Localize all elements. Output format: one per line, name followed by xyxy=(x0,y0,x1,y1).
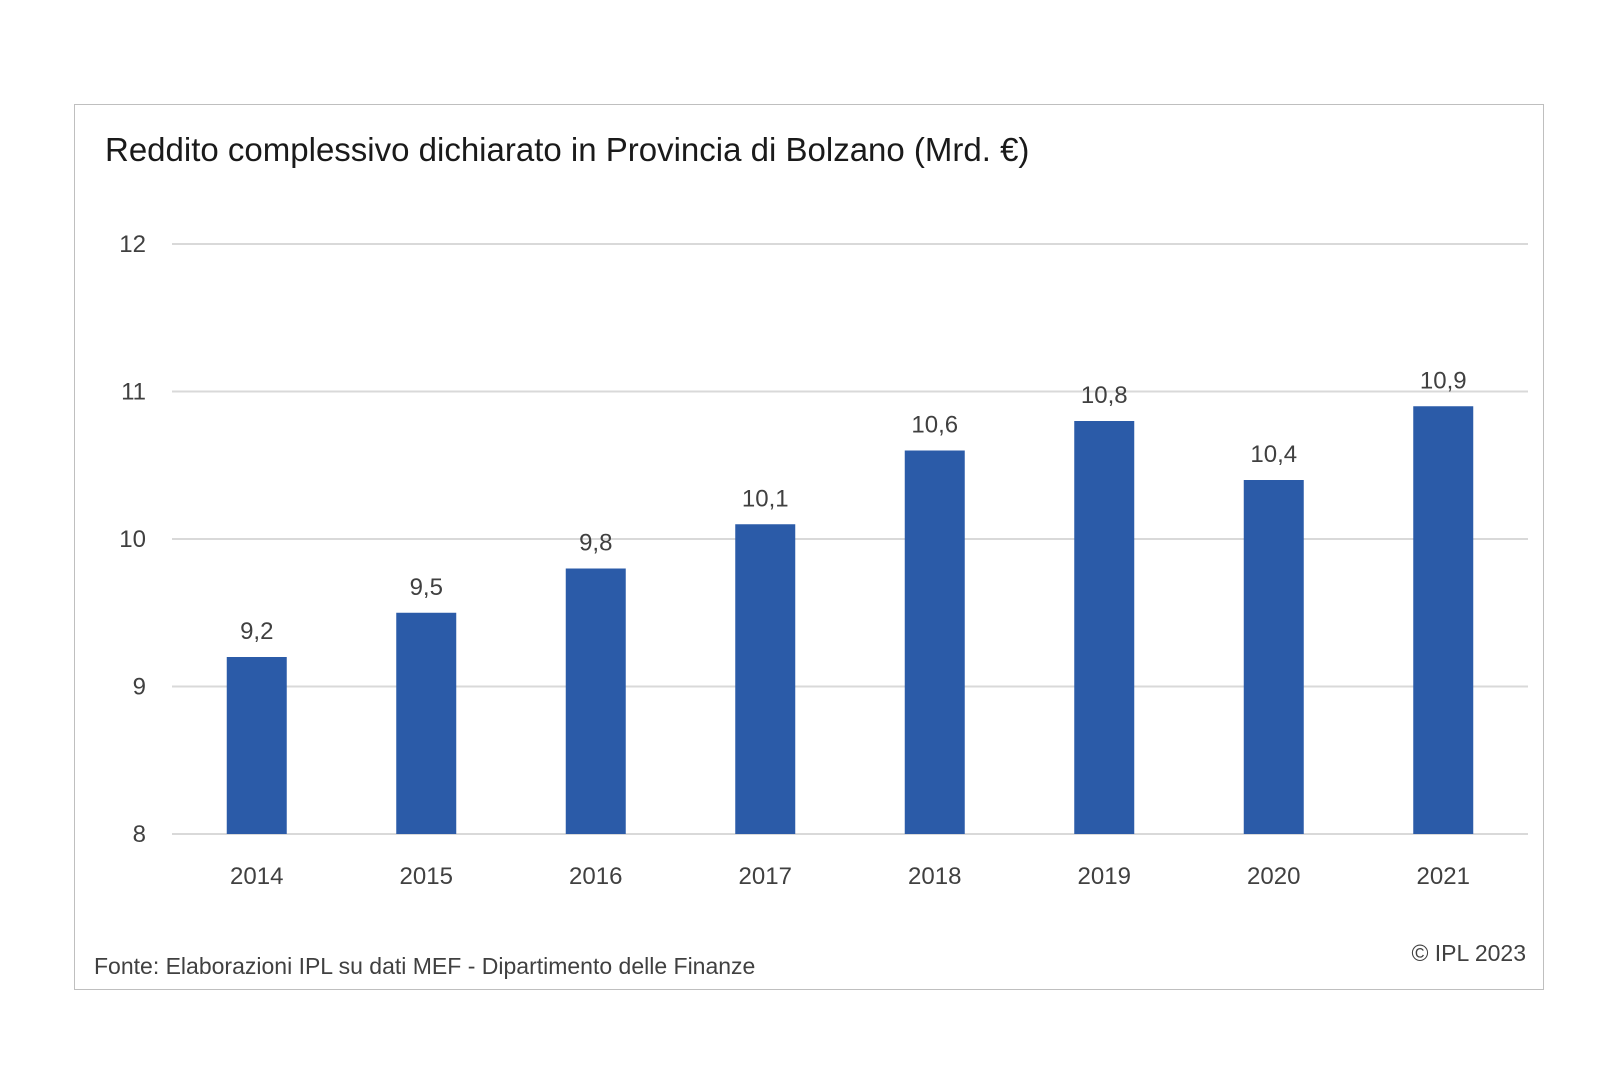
data-label: 10,8 xyxy=(1081,382,1128,409)
bar-2014 xyxy=(226,657,287,834)
data-label: 10,1 xyxy=(742,485,789,512)
bar-2021 xyxy=(1413,406,1474,834)
data-label: 9,2 xyxy=(240,618,273,645)
y-tick-label: 9 xyxy=(133,674,146,701)
chart-title: Reddito complessivo dichiarato in Provin… xyxy=(105,131,1030,168)
x-tick-label: 2019 xyxy=(1078,863,1131,890)
source-note: Fonte: Elaborazioni IPL su dati MEF - Di… xyxy=(94,953,756,979)
y-tick-label: 11 xyxy=(121,379,146,406)
gridlines xyxy=(172,243,1528,835)
bars xyxy=(226,406,1474,834)
x-axis-ticks: 2014 2015 2016 2017 2018 2019 2020 2021 xyxy=(230,863,1470,890)
data-label: 10,4 xyxy=(1250,441,1297,468)
bar-2016 xyxy=(565,568,626,834)
data-label: 10,9 xyxy=(1420,367,1467,394)
x-tick-label: 2015 xyxy=(400,863,453,890)
bar-2015 xyxy=(396,612,457,834)
x-tick-label: 2021 xyxy=(1417,863,1470,890)
data-label: 9,8 xyxy=(579,530,612,557)
data-label: 9,5 xyxy=(410,574,443,601)
x-tick-label: 2018 xyxy=(908,863,961,890)
x-tick-label: 2020 xyxy=(1247,863,1300,890)
data-labels: 9,2 9,5 9,8 10,1 10,6 10,8 10,4 10,9 xyxy=(240,367,1467,645)
y-tick-label: 8 xyxy=(133,821,146,848)
y-tick-label: 10 xyxy=(119,526,146,553)
x-tick-label: 2017 xyxy=(739,863,792,890)
y-axis-ticks: 8 9 10 11 12 xyxy=(119,231,146,848)
copyright-note: © IPL 2023 xyxy=(1411,940,1526,966)
data-label: 10,6 xyxy=(911,412,958,439)
bar-2017 xyxy=(735,524,796,834)
bar-2020 xyxy=(1243,480,1304,834)
y-tick-label: 12 xyxy=(119,231,146,258)
bar-2018 xyxy=(904,450,965,834)
bar-2019 xyxy=(1074,421,1135,834)
x-tick-label: 2014 xyxy=(230,863,283,890)
x-tick-label: 2016 xyxy=(569,863,622,890)
